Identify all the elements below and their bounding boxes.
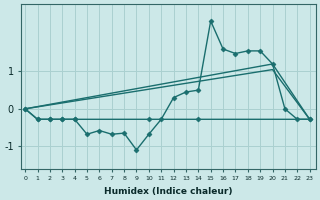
X-axis label: Humidex (Indice chaleur): Humidex (Indice chaleur) [104,187,233,196]
